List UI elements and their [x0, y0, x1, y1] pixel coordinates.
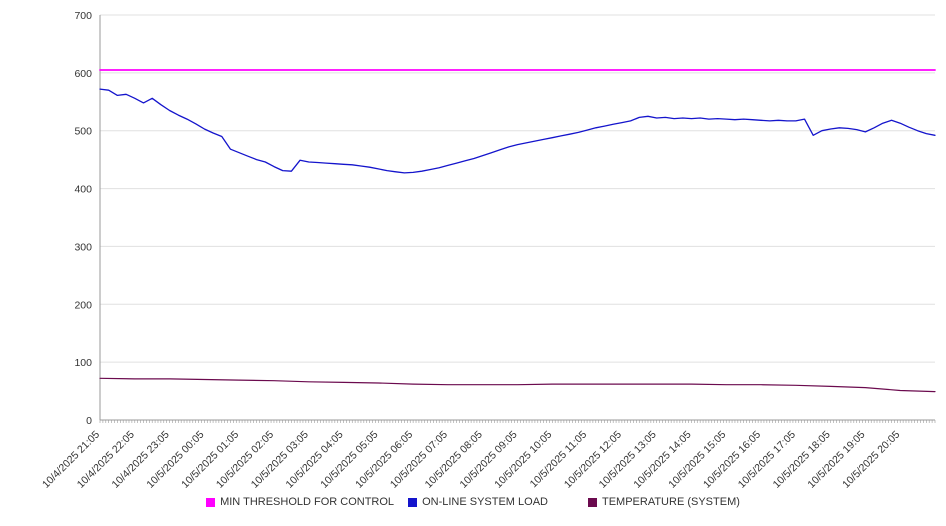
y-gridlines: [100, 14, 935, 363]
legend-swatch-icon: [206, 497, 216, 507]
legend-item: TEMPERATURE (SYSTEM): [587, 496, 740, 508]
series-line-on-line-system-load: [99, 88, 936, 174]
legend: MIN THRESHOLD FOR CONTROL ON-LINE SYSTEM …: [0, 496, 946, 508]
y-tick-label: 300: [74, 241, 92, 253]
chart-canvas: 0 100 200 300 400 500 600 700 10/4/2025 21:0510/…: [40, 10, 936, 491]
y-tick-label: 200: [74, 299, 92, 311]
x-tick-label: 10/4/2025 21:05: [40, 429, 102, 491]
series-line-temperature-system: [99, 377, 936, 393]
y-tick-label: 700: [74, 10, 92, 22]
y-tick-label: 400: [74, 184, 92, 196]
legend-label: TEMPERATURE (SYSTEM): [601, 496, 740, 508]
legend-label: MIN THRESHOLD FOR CONTROL: [220, 496, 395, 508]
y-tick-label: 100: [74, 357, 92, 369]
x-minor-ticks: [99, 420, 936, 423]
y-tick-label: 500: [74, 126, 92, 138]
legend-item: ON-LINE SYSTEM LOAD: [408, 496, 548, 508]
legend-label: ON-LINE SYSTEM LOAD: [422, 496, 548, 508]
legend-item: MIN THRESHOLD FOR CONTROL: [206, 496, 394, 508]
y-tick-label: 0: [86, 415, 92, 427]
legend-swatch-icon: [408, 497, 418, 507]
y-axis-labels: 0 100 200 300 400 500 600 700: [74, 10, 92, 427]
y-tick-label: 600: [74, 68, 92, 80]
legend-swatch-icon: [587, 497, 597, 507]
